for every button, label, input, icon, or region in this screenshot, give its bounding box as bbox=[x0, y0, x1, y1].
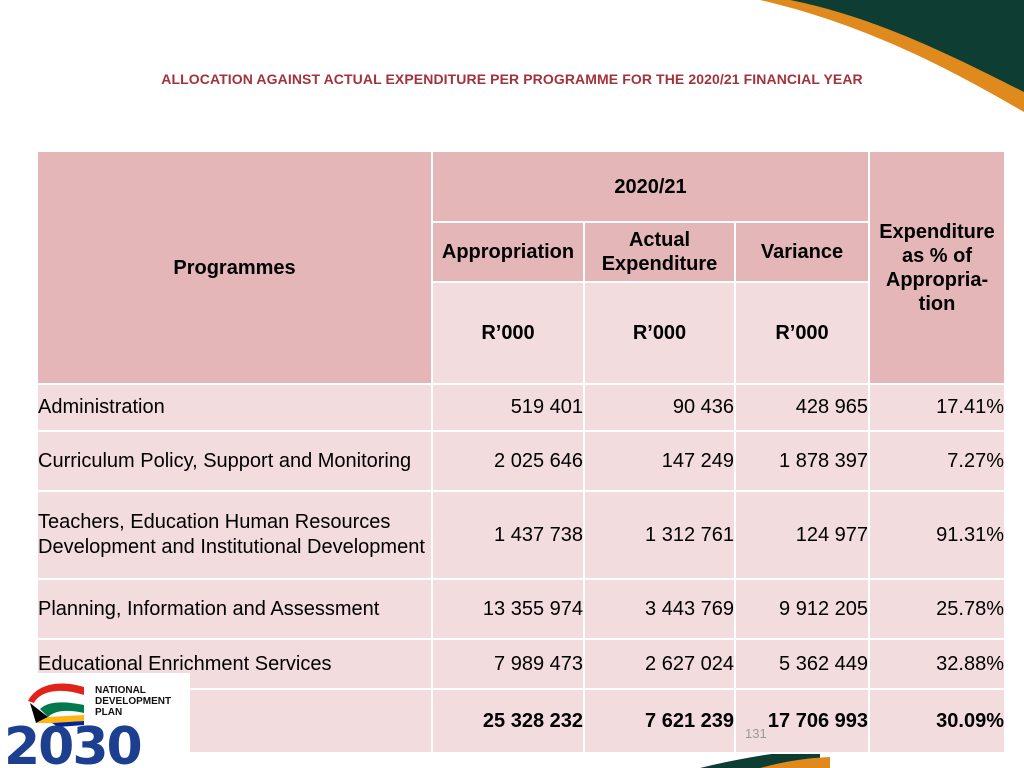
row-actual: 2 627 024 bbox=[583, 638, 736, 690]
logo-line3: PLAN bbox=[95, 707, 122, 718]
header-expenditure-pct: Expenditure as % of Appropria-tion bbox=[868, 150, 1006, 385]
row-variance: 5 362 449 bbox=[734, 638, 870, 690]
row-variance: 124 977 bbox=[734, 490, 870, 580]
unit-actual: R’000 bbox=[583, 281, 736, 385]
row-pct: 17.41% bbox=[868, 383, 1006, 432]
total-row: 25 328 232 7 621 239 17 706 993 30.09% bbox=[36, 688, 1006, 754]
header-year: 2020/21 bbox=[431, 150, 870, 223]
logo-year: 2030 bbox=[4, 717, 141, 768]
row-programme: Planning, Information and Assessment bbox=[36, 578, 433, 640]
row-pct: 25.78% bbox=[868, 578, 1006, 640]
row-appropriation: 7 989 473 bbox=[431, 638, 585, 690]
row-appropriation: 1 437 738 bbox=[431, 490, 585, 580]
header-variance: Variance bbox=[734, 221, 870, 283]
row-variance: 9 912 205 bbox=[734, 578, 870, 640]
row-pct: 32.88% bbox=[868, 638, 1006, 690]
table-row: Administration 519 401 90 436 428 965 17… bbox=[36, 383, 1006, 432]
total-actual: 7 621 239 bbox=[583, 688, 736, 754]
row-actual: 90 436 bbox=[583, 383, 736, 432]
row-programme: Administration bbox=[36, 383, 433, 432]
unit-appropriation: R’000 bbox=[431, 281, 585, 385]
row-variance: 1 878 397 bbox=[734, 430, 870, 492]
slide-title: ALLOCATION AGAINST ACTUAL EXPENDITURE PE… bbox=[161, 71, 863, 87]
expenditure-table: Programmes 2020/21 Expenditure as % of A… bbox=[36, 150, 1006, 754]
header-actual-expenditure: Actual Expenditure bbox=[583, 221, 736, 283]
row-pct: 91.31% bbox=[868, 490, 1006, 580]
row-actual: 147 249 bbox=[583, 430, 736, 492]
header-programmes: Programmes bbox=[36, 150, 433, 385]
row-actual: 1 312 761 bbox=[583, 490, 736, 580]
header-appropriation: Appropriation bbox=[431, 221, 585, 283]
table-row: Teachers, Education Human Resources Deve… bbox=[36, 490, 1006, 580]
row-pct: 7.27% bbox=[868, 430, 1006, 492]
row-actual: 3 443 769 bbox=[583, 578, 736, 640]
bottom-orange-swoosh bbox=[760, 757, 830, 768]
unit-variance: R’000 bbox=[734, 281, 870, 385]
ndp-logo-graphic: NATIONAL DEVELOPMENT PLAN 2030 bbox=[4, 683, 171, 768]
logo-line2: DEVELOPMENT bbox=[95, 696, 171, 707]
logo-line1: NATIONAL bbox=[95, 685, 146, 696]
row-programme: Teachers, Education Human Resources Deve… bbox=[36, 490, 433, 580]
dark-green-swoosh bbox=[790, 0, 1024, 92]
total-variance: 17 706 993 bbox=[734, 688, 870, 754]
table-row: Educational Enrichment Services 7 989 47… bbox=[36, 638, 1006, 690]
row-appropriation: 2 025 646 bbox=[431, 430, 585, 492]
page-number: 131 bbox=[745, 726, 767, 741]
total-appropriation: 25 328 232 bbox=[431, 688, 585, 754]
table-row: Planning, Information and Assessment 13 … bbox=[36, 578, 1006, 640]
ndp-2030-logo: NATIONAL DEVELOPMENT PLAN 2030 bbox=[0, 673, 190, 768]
total-pct: 30.09% bbox=[868, 688, 1006, 754]
row-variance: 428 965 bbox=[734, 383, 870, 432]
table-row: Curriculum Policy, Support and Monitorin… bbox=[36, 430, 1006, 492]
row-appropriation: 519 401 bbox=[431, 383, 585, 432]
row-appropriation: 13 355 974 bbox=[431, 578, 585, 640]
row-programme: Curriculum Policy, Support and Monitorin… bbox=[36, 430, 433, 492]
